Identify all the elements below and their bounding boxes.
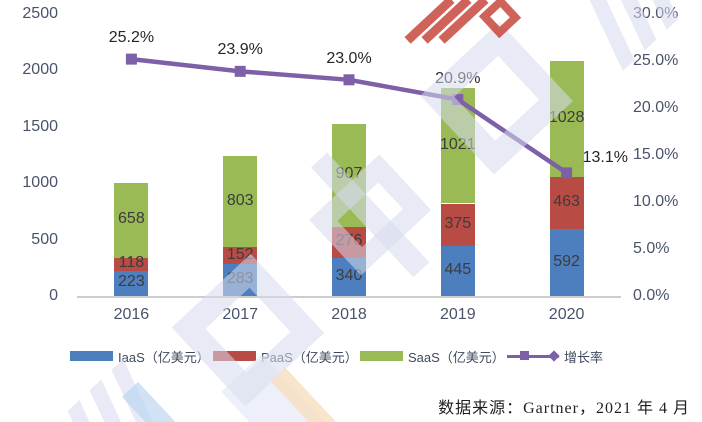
- line-marker: [234, 65, 246, 77]
- bar-segment: [440, 203, 475, 246]
- bar-value-label: 283: [226, 270, 254, 288]
- line-marker: [452, 94, 464, 106]
- growth-rate-value-label: 25.2%: [108, 29, 155, 47]
- bar-value-label: 223: [118, 273, 145, 291]
- year-label: 2020: [548, 306, 585, 323]
- legend-line-marker-icon: [507, 350, 560, 362]
- right-axis-tick-label: 25.0%: [633, 52, 679, 69]
- right-axis-tick-label: 30.0%: [633, 5, 679, 22]
- legend-swatch: [213, 351, 256, 361]
- legend-item: SaaS（亿美元）: [360, 347, 505, 365]
- bar-value-label: 340: [335, 266, 363, 284]
- x-axis-baseline: [77, 296, 621, 298]
- left-axis-tick-label: 1000: [22, 174, 58, 192]
- bar-value-label: 803: [226, 191, 254, 209]
- left-axis-tick-label: 0: [49, 287, 58, 304]
- bar-segment: [223, 246, 258, 265]
- legend-item: IaaS（亿美元）: [70, 347, 210, 365]
- year-label: 2019: [440, 306, 476, 323]
- left-axis-tick-label: 2500: [22, 5, 58, 22]
- bar-value-label: 907: [335, 165, 363, 183]
- right-axis-tick-label: 15.0%: [633, 146, 679, 163]
- growth-rate-value-label: 23.9%: [217, 41, 263, 59]
- year-label: 2018: [331, 306, 367, 323]
- left-axis-tick-label: 2000: [22, 61, 58, 79]
- bar-segment: [114, 183, 149, 258]
- year-label: 2016: [113, 306, 150, 323]
- legend-swatch: [70, 351, 113, 361]
- right-axis-tick-label: 20.0%: [633, 99, 679, 116]
- bar-value-label: 375: [444, 214, 472, 232]
- legend-label: SaaS（亿美元）: [408, 349, 505, 365]
- legend-label: PaaS（亿美元）: [261, 349, 358, 365]
- bar-value-label: 1028: [548, 109, 585, 127]
- legend-diamond-marker-icon: [548, 350, 560, 362]
- line-marker: [125, 53, 137, 65]
- line-marker: [561, 167, 573, 179]
- legend-swatch: [360, 351, 403, 361]
- bar-segment: [114, 270, 149, 296]
- bar-segment: [440, 245, 475, 296]
- year-label: 2017: [222, 306, 258, 323]
- bar-value-label: 276: [335, 232, 363, 250]
- bar-value-label: 463: [553, 193, 580, 211]
- bar-value-label: 118: [118, 254, 145, 272]
- left-axis-tick-label: 1500: [22, 117, 58, 135]
- legend-line-icon: [507, 355, 559, 358]
- bar-segment: [114, 257, 149, 271]
- right-axis-tick-label: 0.0%: [633, 287, 670, 304]
- bar-segment: [549, 229, 584, 296]
- bar-value-label: 592: [553, 252, 580, 270]
- bar-value-label: 658: [118, 210, 145, 228]
- growth-rate-value-label: 13.1%: [582, 148, 628, 166]
- bar-value-label: 152: [226, 245, 254, 263]
- right-axis-tick-label: 10.0%: [633, 193, 679, 210]
- right-axis-tick-label: 5.0%: [633, 240, 670, 257]
- legend-square-marker-icon: [520, 351, 529, 360]
- legend-label: 增长率: [564, 349, 604, 365]
- legend-label: IaaS（亿美元）: [118, 349, 210, 365]
- bar-segment: [549, 61, 584, 177]
- growth-rate-value-label: 23.0%: [326, 49, 372, 67]
- left-axis-tick-label: 500: [31, 230, 58, 248]
- bar-value-label: 445: [444, 260, 472, 278]
- bar-value-label: 1021: [440, 135, 476, 153]
- source-note: 数据来源：Gartner，2021 年 4 月: [438, 400, 690, 417]
- bar-segment: [223, 264, 258, 296]
- bar-segment: [549, 176, 584, 230]
- legend-item: 增长率: [507, 347, 603, 365]
- legend-item: PaaS（亿美元）: [213, 347, 358, 365]
- line-marker: [343, 74, 355, 86]
- bar-segment: [223, 156, 258, 247]
- growth-rate-value-label: 20.9%: [435, 69, 481, 87]
